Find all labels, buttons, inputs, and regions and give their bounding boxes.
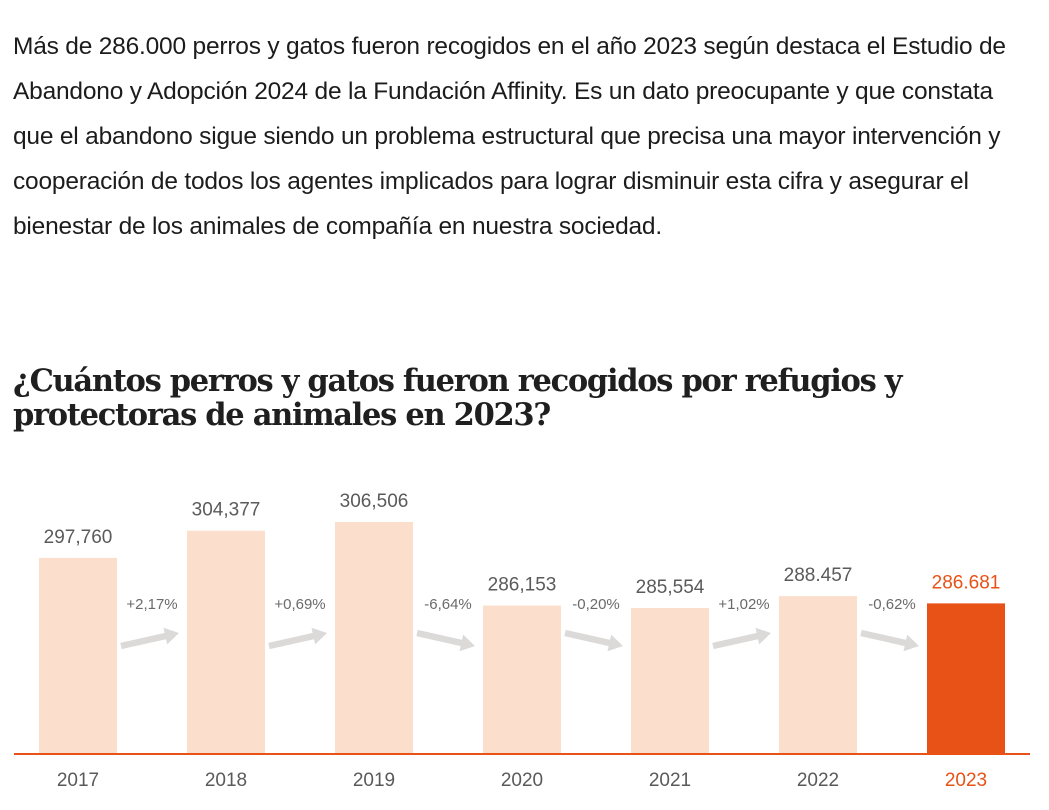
- bar-chart: 297,760 2017 304,377 2018 306,506 2019 286,153…: [14, 491, 1030, 791]
- change-label-6: -0,62%: [868, 596, 916, 613]
- bar-2021: [631, 608, 709, 754]
- change-label-3: -6,64%: [424, 596, 472, 613]
- change-arrow-4: [564, 629, 623, 652]
- change-arrow-2: [268, 627, 327, 650]
- year-label-2021: 2021: [649, 770, 691, 791]
- value-label-2021: 285,554: [636, 577, 705, 598]
- change-label-4: -0,20%: [572, 596, 620, 613]
- chart-heading: ¿Cuántos perros y gatos fueron recogidos…: [13, 363, 903, 433]
- value-label-2018: 304,377: [192, 500, 261, 521]
- bar-2017: [39, 557, 117, 754]
- bar-2019: [335, 522, 413, 754]
- year-label-2022: 2022: [797, 770, 839, 791]
- change-arrow-6: [860, 629, 919, 652]
- year-label-2017: 2017: [57, 770, 99, 791]
- year-label-2018: 2018: [205, 770, 247, 791]
- year-label-2019: 2019: [353, 770, 395, 791]
- change-label-5: +1,02%: [718, 596, 769, 613]
- value-label-2017: 297,760: [44, 527, 113, 548]
- year-label-2023: 2023: [945, 770, 987, 791]
- change-arrow-1: [120, 627, 179, 650]
- bar-2018: [187, 530, 265, 754]
- bar-2022: [779, 596, 857, 754]
- change-arrow-3: [416, 629, 475, 652]
- value-label-2019: 306,506: [340, 491, 409, 512]
- value-label-2022: 288.457: [784, 565, 853, 586]
- change-label-1: +2,17%: [126, 596, 177, 613]
- year-label-2020: 2020: [501, 770, 543, 791]
- bar-2020: [483, 605, 561, 754]
- intro-paragraph: Más de 286.000 perros y gatos fueron rec…: [13, 33, 1006, 240]
- value-label-2023: 286.681: [932, 572, 1001, 593]
- bar-2023: [927, 603, 1005, 754]
- value-label-2020: 286,153: [488, 575, 557, 596]
- change-arrow-5: [712, 627, 771, 650]
- change-label-2: +0,69%: [274, 596, 325, 613]
